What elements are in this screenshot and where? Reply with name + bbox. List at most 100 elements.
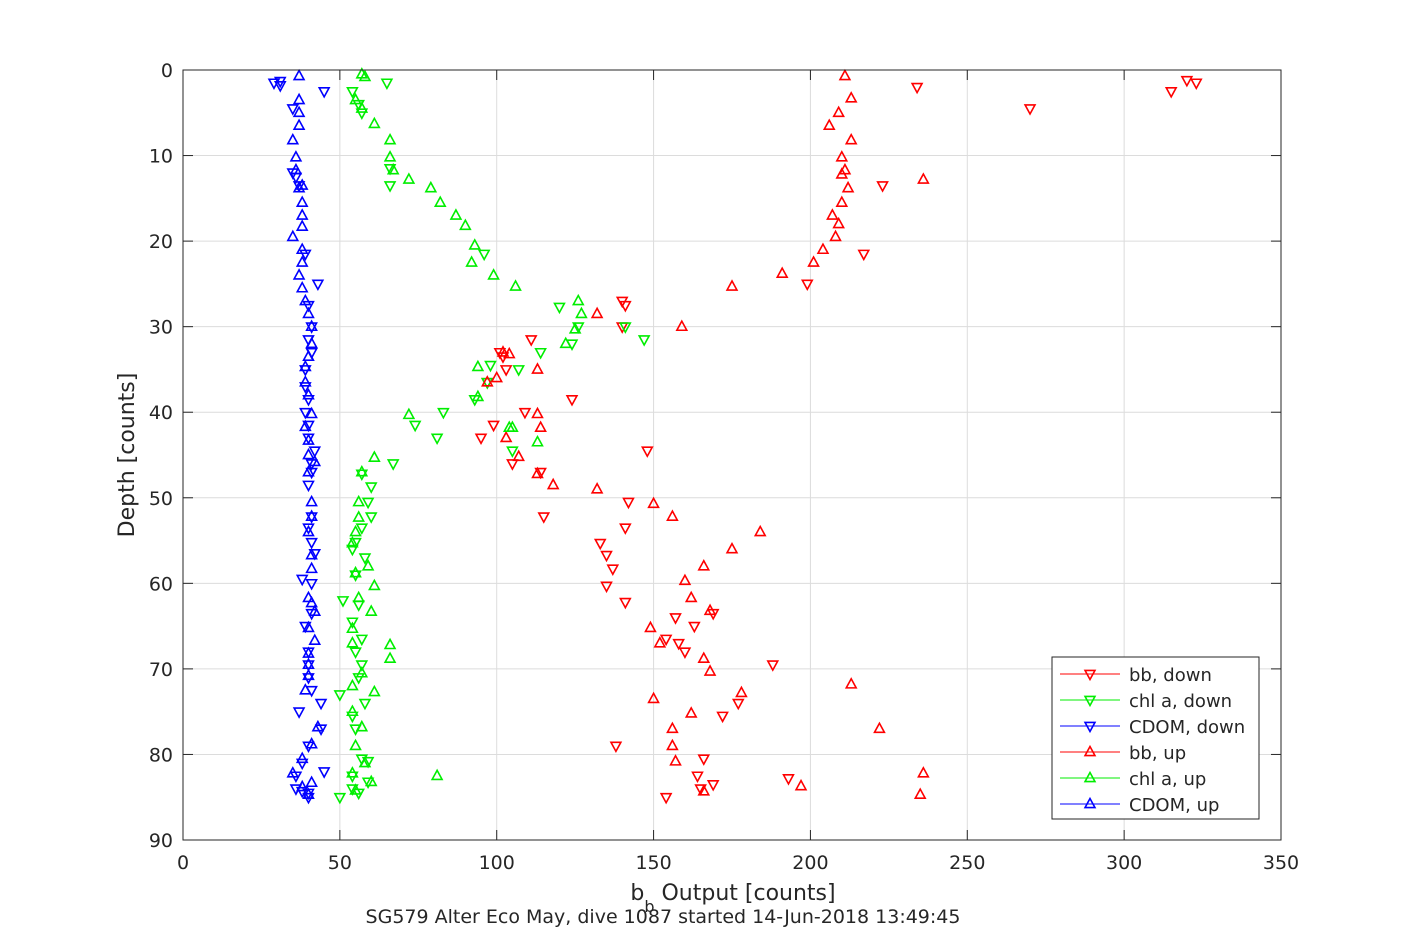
data-point [537,512,551,524]
data-point [910,82,924,95]
data-point [386,459,400,471]
data-point [292,118,306,130]
data-point [289,162,303,175]
data-point [609,741,623,754]
data-point [619,523,632,535]
data-point [481,375,494,387]
data-points [267,67,1203,805]
data-point [333,690,347,702]
data-point [468,238,482,250]
data-point [433,195,447,207]
x-tick-label: 250 [949,852,985,874]
data-point [305,467,318,480]
data-point [299,293,312,306]
data-point [295,195,309,207]
data-point [672,638,685,651]
data-point [305,537,318,550]
data-point [355,469,369,481]
data-point [490,370,504,383]
data-point [499,365,513,377]
data-point [355,660,369,672]
series-cdom-up [286,68,325,800]
x-tick-label: 300 [1106,852,1142,874]
data-point [305,512,318,524]
data-point [305,406,318,419]
data-point [531,406,544,419]
data-point [568,322,582,334]
data-point [449,208,463,220]
data-point [349,565,362,578]
data-point [295,208,309,220]
data-point [302,420,315,433]
data-point [725,279,739,291]
data-point [459,218,472,231]
legend-label: bb, up [1129,743,1186,764]
x-tick-label: 150 [635,852,671,874]
data-point [593,538,607,551]
data-point [481,377,494,390]
data-point [484,360,497,373]
data-point [346,617,359,630]
data-point [302,447,315,460]
data-point [876,181,889,193]
data-point [305,608,318,621]
series-bb-down [474,75,1203,805]
data-point [317,87,331,99]
data-point [349,92,362,105]
data-point [302,657,315,669]
data-point [487,268,500,280]
data-point [346,711,359,724]
y-tick-label: 10 [149,146,173,168]
data-point [844,677,858,689]
data-point [361,756,375,769]
data-point [349,537,362,550]
x-tick-label: 350 [1263,852,1299,874]
data-point [349,738,362,751]
data-point [305,737,318,749]
data-point [471,359,485,372]
data-point [590,306,604,319]
legend-label: chl a, up [1129,769,1206,790]
data-point [838,68,852,81]
data-point [295,255,309,267]
legend-marker [1083,796,1097,809]
data-point [590,482,604,494]
data-point [333,792,347,805]
data-point [336,596,350,608]
data-point [349,647,362,659]
data-point [361,777,375,789]
data-point [644,620,657,633]
data-point [408,420,422,433]
data-point [295,758,309,771]
data-point [512,449,525,462]
data-point [844,91,858,103]
x-tick-label: 100 [479,852,515,874]
data-point [688,621,701,634]
data-point [506,446,519,458]
data-point [302,668,315,681]
data-point [311,279,325,292]
data-point [703,603,717,616]
data-point [518,407,532,420]
y-tick-label: 40 [149,402,173,424]
data-point [437,407,450,420]
data-point [368,116,381,129]
data-point [531,466,544,479]
y-tick-label: 60 [149,573,173,595]
data-point [735,685,748,698]
x-tick-label: 0 [177,852,189,874]
data-point [346,87,359,99]
data-point [731,698,745,711]
legend: bb, down chl a, down CDOM, down bb, up chl a… [1051,656,1260,820]
data-point [666,721,679,734]
legend-label: CDOM, up [1129,795,1219,816]
data-point [292,68,306,81]
data-point [346,544,359,557]
data-point [559,336,573,349]
data-point [273,81,287,93]
data-point [295,574,309,587]
data-point [766,660,780,672]
data-point [697,784,711,796]
data-point [346,636,359,648]
axis-ticks: 0 50 100 150 200 250 300 350 0 10 20 30 40 50 60 70 80 90 [149,60,1299,874]
